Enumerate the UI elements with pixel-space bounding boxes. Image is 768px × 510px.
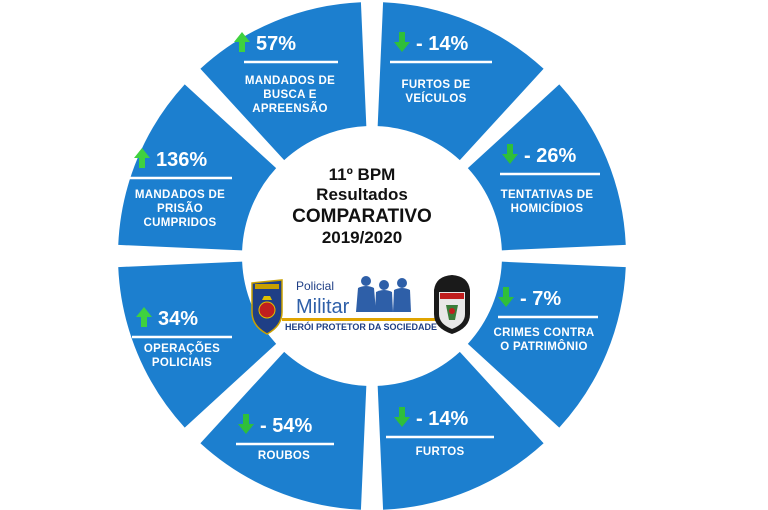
- arrow-down-icon: [498, 287, 514, 307]
- segment-label-line: O PATRIMÔNIO: [500, 340, 588, 353]
- segment-label-line: FURTOS DE: [402, 79, 471, 91]
- segment-label-line: PRISÃO: [157, 202, 203, 215]
- segment-value: - 26%: [524, 145, 576, 167]
- segment-label-line: CUMPRIDOS: [144, 217, 217, 229]
- segment-value: - 54%: [260, 415, 312, 437]
- banner-slogan: HERÓI PROTETOR DA SOCIEDADE: [285, 321, 437, 332]
- center-title: 11º BPM Resultados COMPARATIVO 2019/2020: [292, 165, 432, 247]
- segment-operacoes-policiais: 34% OPERAÇÕES POLICIAIS: [118, 261, 277, 428]
- policia-militar-banner: Policial Militar HERÓI PROTETOR DA SOCIE…: [251, 275, 470, 335]
- segment-label-line: ROUBOS: [258, 450, 310, 462]
- bpm-seal-emblem: [434, 275, 470, 334]
- banner-gold-line: [282, 318, 448, 321]
- segment-shape-operacoes-policiais: [118, 261, 277, 428]
- segment-label-line: APREENSÃO: [252, 102, 328, 115]
- segment-label-line: MANDADOS DE: [135, 189, 225, 201]
- segment-roubos: - 54% ROUBOS: [200, 351, 367, 510]
- segment-value: - 14%: [416, 408, 468, 430]
- segment-label-line: MANDADOS DE: [245, 75, 335, 87]
- arrow-up-icon: [134, 148, 150, 168]
- segment-label-line: VEÍCULOS: [405, 92, 466, 105]
- arrow-down-icon: [394, 407, 410, 427]
- segment-label-line: CRIMES CONTRA: [493, 327, 594, 339]
- arrow-up-icon: [234, 32, 250, 52]
- segment-value: 34%: [158, 308, 198, 330]
- segment-label-line: BUSCA E: [263, 89, 316, 101]
- center-title-line-2: Resultados: [316, 185, 408, 204]
- officer-silhouettes: [356, 276, 411, 312]
- arrow-up-icon: [136, 307, 152, 327]
- center-title-line-3: COMPARATIVO: [292, 206, 432, 227]
- segment-value: 57%: [256, 33, 296, 55]
- segment-value: 136%: [156, 149, 207, 171]
- segment-shape-furtos: [377, 351, 544, 510]
- center-title-line-1: 11º BPM: [329, 165, 396, 184]
- segment-shape-furtos-veiculos: [377, 2, 544, 161]
- segment-shape-mandados-prisao: [118, 84, 277, 251]
- arrow-down-icon: [502, 144, 518, 164]
- segment-label-line: HOMICÍDIOS: [511, 202, 584, 215]
- segment-label-line: TENTATIVAS DE: [501, 189, 594, 201]
- center-title-line-4: 2019/2020: [322, 228, 402, 247]
- segment-furtos: - 14% FURTOS: [377, 351, 544, 510]
- banner-word-policial: Policial: [296, 279, 334, 293]
- segment-label-line: POLICIAIS: [152, 357, 212, 369]
- segment-label-line: FURTOS: [416, 446, 465, 458]
- arrow-down-icon: [394, 32, 410, 52]
- pm-shield-emblem: [251, 279, 283, 335]
- segment-value: - 14%: [416, 33, 468, 55]
- segment-label-line: OPERAÇÕES: [144, 342, 220, 355]
- arrow-down-icon: [238, 414, 254, 434]
- segment-shape-tentativas-homicidios: [467, 84, 626, 251]
- segment-shape-roubos: [200, 351, 367, 510]
- segment-value: - 7%: [520, 288, 561, 310]
- banner-word-militar: Militar: [296, 296, 350, 318]
